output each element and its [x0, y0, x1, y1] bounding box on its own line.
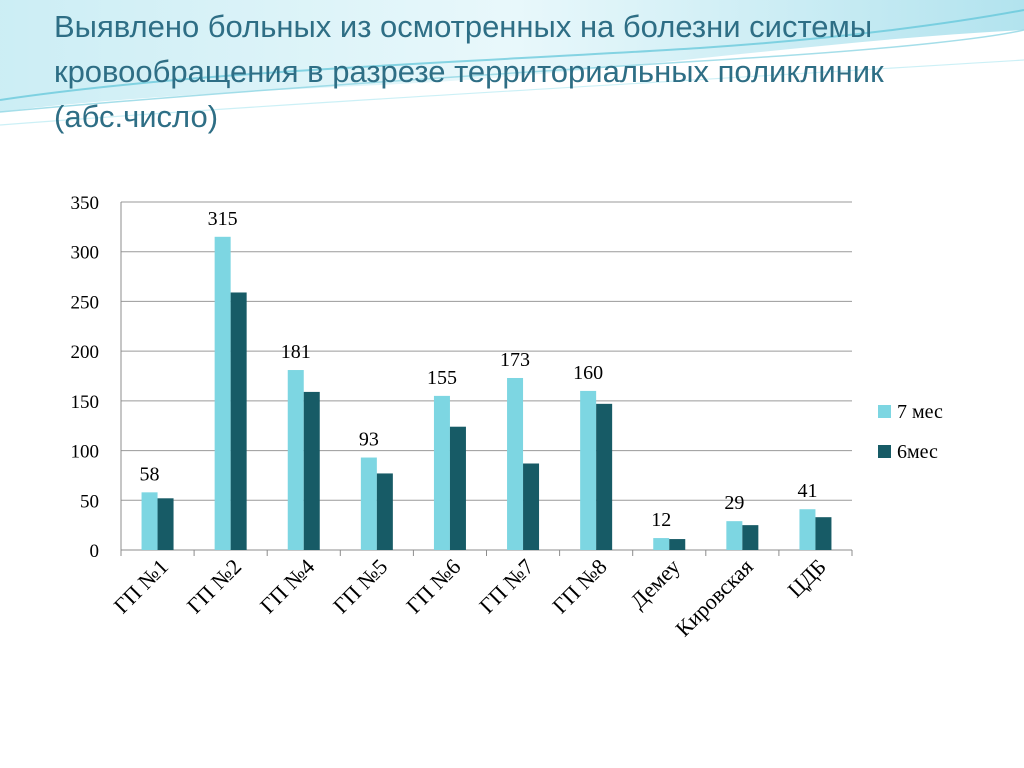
- bar-series1: [287, 370, 304, 550]
- data-label: 41: [797, 480, 817, 502]
- y-tick-label: 150: [71, 392, 100, 413]
- data-label: 160: [573, 362, 603, 384]
- x-axis-categories: ГП №1 ГП №2 ГП №4 ГП №5 ГП №6 ГП №7 ГП №8 Демеу…: [109, 554, 831, 641]
- data-label: 181: [281, 341, 311, 363]
- y-tick-label: 0: [90, 541, 100, 562]
- x-category-label: ГП №7: [474, 554, 538, 618]
- x-category-label: ГП №4: [255, 554, 319, 618]
- x-category-label: ГП №6: [401, 554, 465, 618]
- bar-series2: [449, 426, 466, 550]
- y-tick-label: 250: [71, 292, 100, 313]
- bar-series2: [815, 517, 832, 550]
- bar-series2: [230, 292, 247, 550]
- y-tick-label: 100: [71, 442, 100, 463]
- y-tick-label: 300: [71, 243, 100, 264]
- bar-series1: [507, 377, 524, 550]
- bar-series2: [742, 525, 759, 550]
- bar-series1: [799, 509, 816, 550]
- x-category-label: ГП №5: [328, 554, 392, 618]
- bar-series1: [214, 236, 231, 551]
- y-tick-label: 50: [80, 491, 99, 512]
- legend-label: 6мес: [897, 441, 938, 463]
- data-label: 12: [651, 509, 671, 531]
- data-label: 155: [427, 367, 457, 389]
- data-label: 315: [208, 208, 238, 230]
- y-axis: 0 50 100 150 200 250 300 350: [71, 193, 853, 562]
- bar-series1: [141, 492, 158, 550]
- data-label: 58: [140, 463, 160, 485]
- bar-series2: [596, 403, 613, 550]
- x-category-label: Кировская: [670, 554, 757, 641]
- x-category-label: ЦДБ: [783, 554, 831, 602]
- y-tick-label: 200: [71, 342, 100, 363]
- legend-swatch: [878, 405, 891, 418]
- x-category-label: ГП №8: [547, 554, 611, 618]
- slide-title: Выявлено больных из осмотренных на болез…: [54, 9, 884, 134]
- decorative-wave-header: [0, 0, 1024, 126]
- y-tick-label: 350: [71, 193, 100, 214]
- bar-series2: [157, 498, 174, 550]
- data-labels: 58 315 181 93 155 173 160 12 29 41: [140, 208, 818, 531]
- bars: [141, 236, 832, 551]
- legend-swatch: [878, 445, 891, 458]
- data-label: 173: [500, 349, 530, 371]
- x-category-label: ГП №1: [109, 554, 173, 618]
- x-category-label: Демеу: [625, 554, 685, 614]
- bar-series2: [303, 391, 320, 550]
- bar-series2: [376, 473, 393, 550]
- bar-series1: [580, 390, 597, 550]
- bar-series1: [433, 395, 450, 550]
- bar-series1: [726, 521, 743, 550]
- data-label: 93: [359, 429, 379, 451]
- data-label: 29: [724, 492, 744, 514]
- legend-label: 7 мес: [897, 401, 943, 423]
- bar-series2: [669, 539, 686, 550]
- bar-series1: [360, 457, 377, 550]
- x-category-label: ГП №2: [182, 554, 246, 618]
- bar-series2: [523, 463, 540, 550]
- legend: 7 мес 6мес: [878, 401, 943, 463]
- bar-series1: [653, 538, 670, 550]
